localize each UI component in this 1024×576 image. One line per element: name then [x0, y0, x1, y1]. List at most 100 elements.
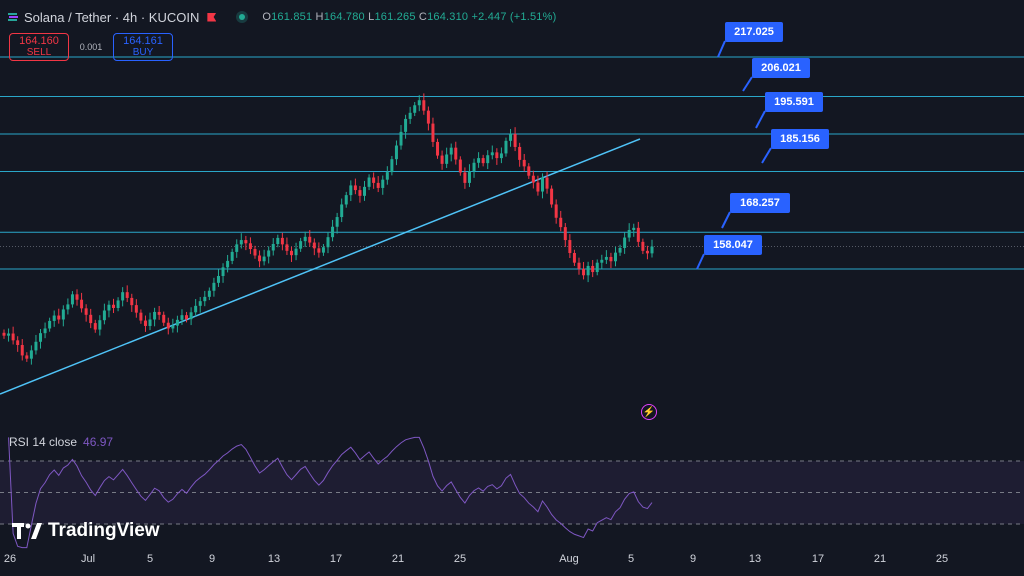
candle-body: [125, 292, 129, 298]
candle-body: [417, 100, 421, 106]
candle-body: [80, 299, 84, 309]
candle-body: [326, 237, 330, 248]
candle-body: [486, 155, 490, 164]
candle-body: [166, 322, 170, 329]
candle-body: [43, 328, 47, 334]
candle-body: [194, 305, 198, 313]
candle-body: [353, 185, 357, 191]
trend-line: [0, 138, 641, 395]
rsi-value: 46.97: [83, 435, 114, 449]
change-value: +2.447 (+1.51%): [471, 11, 557, 23]
candle-body: [52, 315, 56, 321]
candle-body: [463, 172, 467, 183]
candle-body: [623, 237, 627, 248]
spread-value: 0.001: [79, 42, 103, 52]
candle-body: [48, 320, 52, 329]
candle-body: [299, 241, 303, 249]
x-tick: Aug: [559, 553, 579, 565]
candle-body: [271, 244, 275, 251]
candle-body: [600, 259, 604, 263]
candle-body: [595, 262, 599, 273]
candle-body: [436, 141, 440, 156]
candle-body: [577, 262, 581, 269]
candle-body: [61, 309, 65, 320]
candle-body: [207, 290, 211, 297]
candle-body: [363, 186, 367, 196]
candle-body: [235, 244, 239, 252]
x-tick: 13: [748, 553, 762, 565]
price-label-217[interactable]: 217.025: [725, 22, 783, 42]
candle-body: [25, 355, 29, 359]
x-tick: 5: [146, 553, 154, 565]
candle-body: [162, 314, 166, 323]
symbol-header[interactable]: Solana / Tether · 4h · KUCOIN O161.851 H…: [8, 8, 556, 26]
candle-body: [153, 311, 157, 320]
flag-icon[interactable]: [207, 12, 217, 22]
x-tick: 26: [3, 553, 17, 565]
candle-body: [20, 345, 24, 356]
candle-body: [289, 250, 293, 256]
candle-body: [29, 350, 33, 359]
candle-body: [116, 300, 120, 308]
candle-body: [276, 237, 280, 245]
candle-body: [57, 315, 61, 320]
price-label-206[interactable]: 206.021: [752, 58, 810, 78]
candle-body: [404, 118, 408, 132]
rsi-legend[interactable]: RSI 14 close 46.97: [9, 435, 114, 449]
sell-button[interactable]: 164.160 SELL: [9, 33, 69, 61]
x-tick: 9: [208, 553, 216, 565]
candle-body: [189, 312, 193, 320]
label-leader: [761, 147, 772, 164]
buy-button[interactable]: 164.161 BUY: [113, 33, 173, 61]
candle-body: [458, 159, 462, 173]
candle-body: [645, 250, 649, 254]
candle-body: [440, 155, 444, 164]
candle-body: [98, 320, 102, 330]
candle-body: [130, 297, 134, 306]
candle-body: [107, 304, 111, 311]
time-axis[interactable]: 26 Jul 5 9 13 17 21 25 Aug 5 9 13 17 21 …: [0, 553, 1024, 569]
candle-body: [317, 248, 321, 253]
candle-body: [171, 325, 175, 329]
candle-body: [408, 112, 412, 119]
price-label-158[interactable]: 158.047: [704, 235, 762, 255]
label-leaders: [696, 40, 772, 270]
rsi-pane: [0, 436, 1024, 549]
candle-body: [613, 252, 617, 262]
candle-body: [518, 146, 522, 160]
x-tick: Jul: [80, 553, 96, 565]
candle-body: [550, 188, 554, 205]
candle-body: [554, 204, 558, 218]
candle-body: [203, 296, 207, 302]
candle-body: [148, 319, 152, 326]
candle-body: [66, 304, 70, 310]
candle-body: [531, 175, 535, 183]
label-leader: [721, 211, 731, 229]
price-label-195[interactable]: 195.591: [765, 92, 823, 112]
label-leader: [717, 40, 726, 58]
price-label-168[interactable]: 168.257: [730, 193, 790, 213]
x-tick: 21: [391, 553, 405, 565]
candlesticks: [2, 93, 654, 365]
candle-body: [372, 177, 376, 183]
x-tick: 5: [627, 553, 635, 565]
candle-body: [340, 204, 344, 218]
price-label-185[interactable]: 185.156: [771, 129, 829, 149]
candle-body: [509, 134, 513, 141]
candle-body: [504, 140, 508, 154]
candle-body: [431, 123, 435, 142]
candle-body: [262, 256, 266, 262]
label-leader: [696, 253, 705, 270]
candle-body: [559, 217, 563, 228]
alert-icon[interactable]: ⚡: [641, 404, 657, 420]
candle-body: [121, 292, 125, 301]
candle-body: [367, 177, 371, 187]
candle-body: [248, 243, 252, 250]
candle-body: [175, 319, 179, 326]
candle-body: [70, 294, 74, 305]
tradingview-logo: TradingView: [12, 520, 160, 542]
symbol-title[interactable]: Solana / Tether · 4h · KUCOIN: [24, 9, 200, 25]
candle-body: [572, 252, 576, 263]
